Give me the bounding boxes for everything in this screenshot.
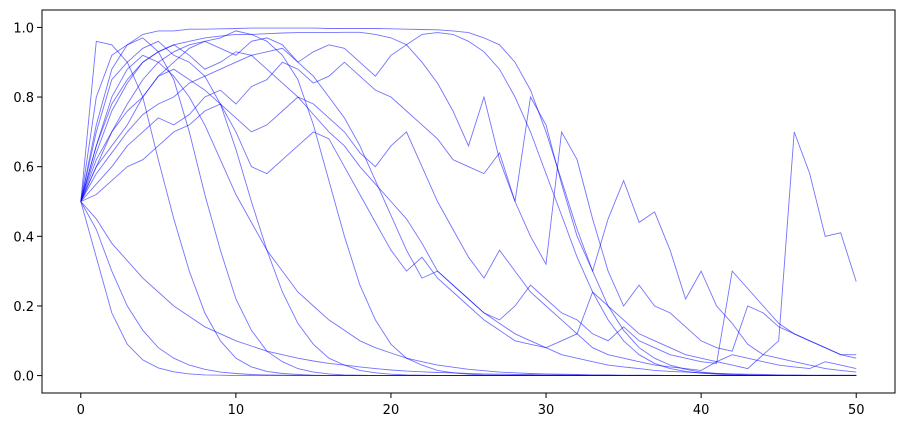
series-line [80, 27, 857, 377]
series-line [80, 68, 857, 371]
series-line [80, 61, 857, 356]
series-line [80, 96, 857, 373]
x-tick-label: 40 [693, 403, 710, 418]
series-line [80, 201, 857, 377]
x-tick-label: 0 [77, 403, 85, 418]
y-tick-label: 1.0 [13, 21, 34, 36]
series-line [80, 37, 857, 377]
series-line [80, 30, 857, 377]
y-axis: 0.0 0.2 0.4 0.6 0.8 1.0 [13, 21, 42, 385]
series-layer [80, 27, 857, 377]
series-line [80, 44, 857, 364]
series-line [80, 37, 857, 356]
y-tick-label: 0.4 [13, 230, 34, 245]
series-line [80, 47, 857, 376]
x-tick-label: 50 [848, 403, 865, 418]
y-tick-label: 0.6 [13, 161, 34, 176]
series-line [80, 201, 857, 377]
y-tick-label: 0.0 [13, 370, 34, 385]
x-axis: 0 10 20 30 40 50 [77, 393, 865, 418]
x-tick-label: 30 [538, 403, 555, 418]
plot-area-frame [41, 9, 896, 394]
x-tick-label: 20 [383, 403, 400, 418]
series-line [80, 31, 857, 377]
y-tick-label: 0.2 [13, 300, 34, 315]
y-tick-label: 0.8 [13, 91, 34, 106]
series-line [80, 201, 857, 377]
x-tick-label: 10 [228, 403, 245, 418]
series-line [80, 40, 857, 377]
series-line [80, 40, 857, 377]
